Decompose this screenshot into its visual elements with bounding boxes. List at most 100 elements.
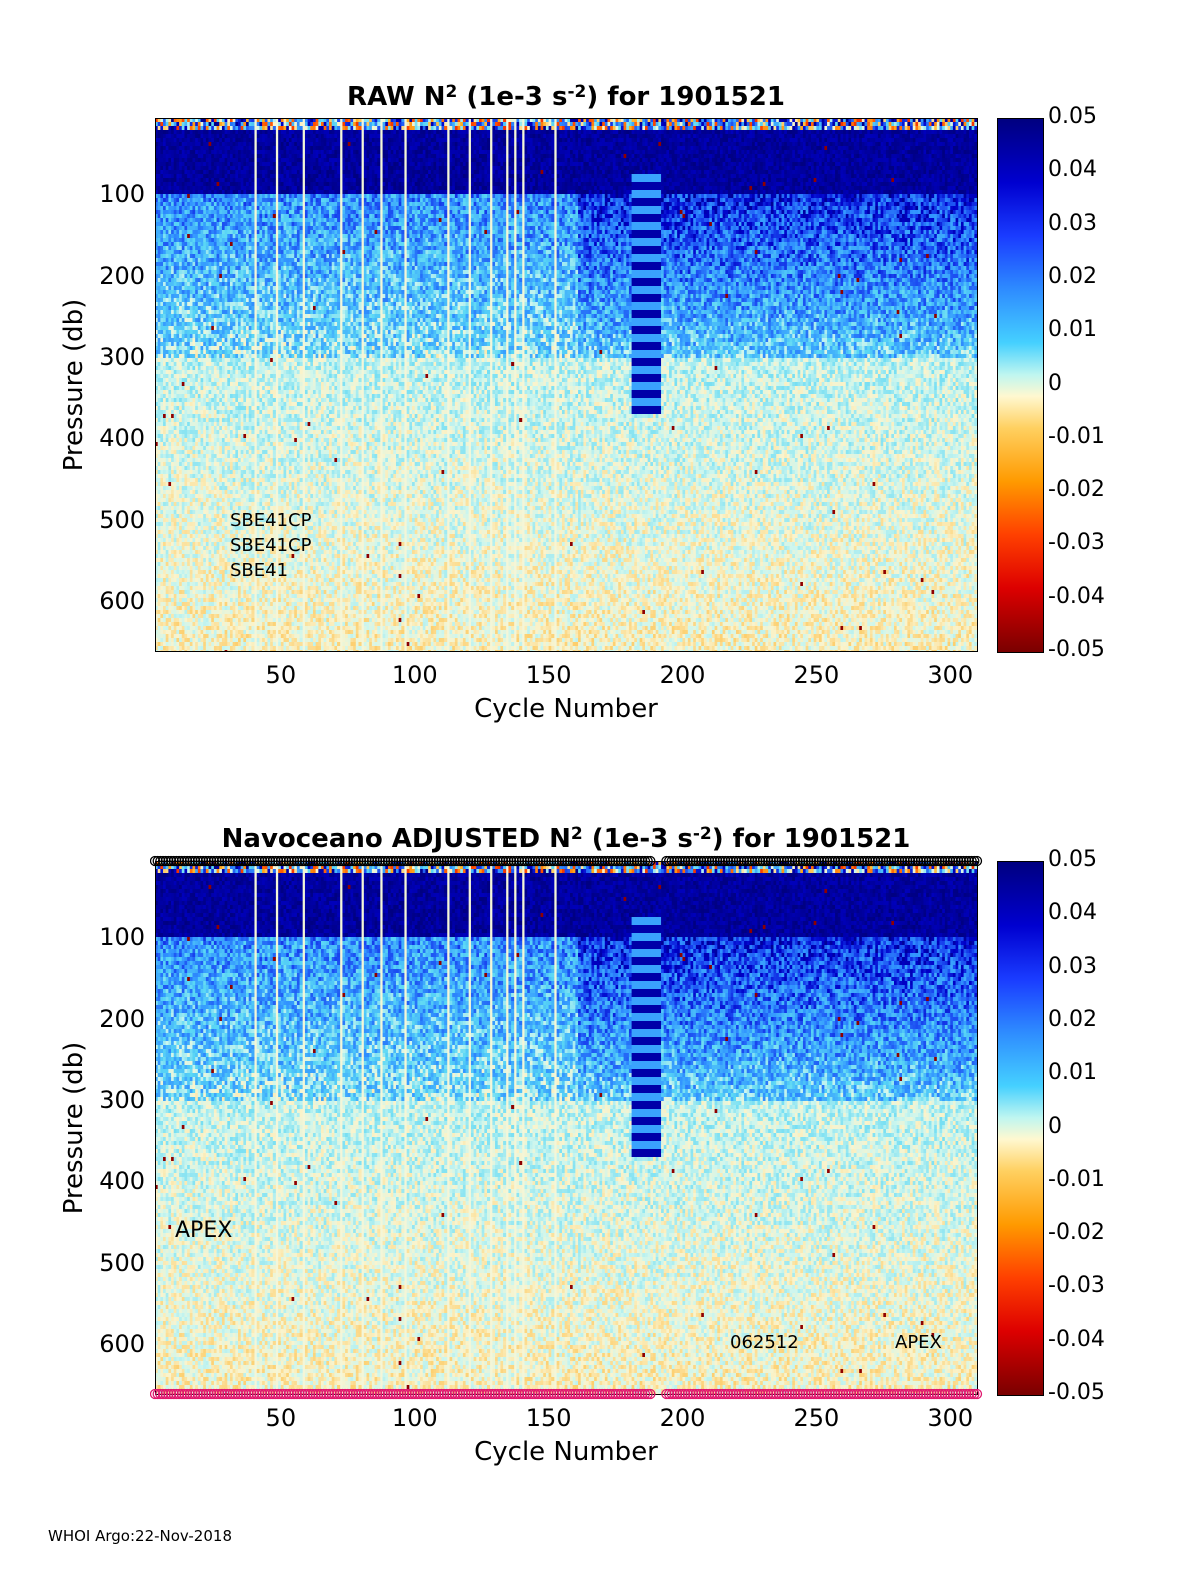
heatmap-column (308, 118, 311, 651)
heatmap-column (937, 118, 940, 651)
heatmap-column (910, 118, 913, 651)
heatmap-column (516, 118, 519, 651)
adjusted-profile-markers (150, 852, 1000, 1402)
heatmap-column (206, 118, 209, 651)
heatmap-column (897, 118, 900, 651)
heatmap-column (749, 118, 752, 651)
heatmap-column (650, 118, 653, 651)
heatmap-column (608, 118, 611, 651)
heatmap-column (824, 118, 827, 651)
raw-colorbar-tick-label: 0 (1048, 371, 1062, 396)
footer-credit: WHOI Argo:22-Nov-2018 (48, 1527, 232, 1545)
heatmap-column (739, 118, 742, 651)
heatmap-column (176, 118, 179, 651)
heatmap-column (969, 118, 972, 651)
heatmap-column (358, 118, 361, 651)
heatmap-column (741, 118, 744, 651)
heatmap-column (765, 118, 768, 651)
heatmap-column (648, 118, 651, 651)
heatmap-column (399, 118, 402, 651)
heatmap-column (854, 118, 857, 651)
raw-colorbar-tick-label: -0.02 (1048, 477, 1105, 502)
heatmap-column (830, 118, 833, 651)
heatmap-column (549, 118, 552, 651)
heatmap-column (942, 118, 945, 651)
heatmap-column (393, 118, 396, 651)
heatmap-column (211, 118, 214, 651)
heatmap-column (316, 118, 319, 651)
heatmap-column (725, 118, 728, 651)
heatmap-column (321, 118, 324, 651)
heatmap-column (581, 118, 584, 651)
heatmap-column (557, 118, 560, 651)
heatmap-column (674, 118, 677, 651)
raw-colorbar-tick-label: 0.02 (1048, 264, 1097, 289)
heatmap-column (707, 118, 710, 651)
heatmap-column (533, 118, 536, 651)
heatmap-column (964, 118, 967, 651)
adj-colorbar-tick-label: -0.01 (1048, 1167, 1105, 1192)
heatmap-column (843, 118, 846, 651)
heatmap-column (369, 118, 372, 651)
heatmap-column (209, 118, 212, 651)
heatmap-column (950, 118, 953, 651)
heatmap-column (214, 118, 217, 651)
heatmap-column (637, 118, 640, 651)
heatmap-column (613, 118, 616, 651)
heatmap-column (428, 118, 431, 651)
heatmap-column (733, 118, 736, 651)
heatmap-column (760, 118, 763, 651)
heatmap-column (819, 118, 822, 651)
heatmap-column (618, 118, 621, 651)
raw-x-tick-label: 150 (509, 661, 589, 689)
heatmap-column (867, 118, 870, 651)
heatmap-column (720, 118, 723, 651)
heatmap-column (685, 118, 688, 651)
adj-y-tick-label: 600 (85, 1330, 145, 1358)
adj-colorbar-tick-label: 0.03 (1048, 954, 1097, 979)
heatmap-column (811, 118, 814, 651)
adj-colorbar-tick-label: 0.05 (1048, 847, 1097, 872)
heatmap-column (474, 118, 477, 651)
adj-y-tick-label: 200 (85, 1005, 145, 1033)
heatmap-column (217, 118, 220, 651)
heatmap-column (605, 118, 608, 651)
heatmap-column (728, 118, 731, 651)
heatmap-column (913, 118, 916, 651)
heatmap-column (653, 118, 656, 651)
heatmap-column (530, 118, 533, 651)
adj-x-tick-label: 200 (642, 1404, 722, 1432)
heatmap-column (682, 118, 685, 651)
adj-colorbar-tick-label: -0.03 (1048, 1273, 1105, 1298)
heatmap-column (356, 118, 359, 651)
heatmap-column (187, 118, 190, 651)
heatmap-column (415, 118, 418, 651)
heatmap-column (634, 118, 637, 651)
heatmap-column (527, 118, 530, 651)
heatmap-column (458, 118, 461, 651)
heatmap-column (704, 118, 707, 651)
raw-x-tick-label: 250 (776, 661, 856, 689)
heatmap-column (806, 118, 809, 651)
heatmap-column (814, 118, 817, 651)
heatmap-column (958, 118, 961, 651)
heatmap-column (602, 118, 605, 651)
heatmap-column (337, 118, 340, 651)
heatmap-column (790, 118, 793, 651)
heatmap-column (832, 118, 835, 651)
raw-y-axis-label: Pressure (db) (59, 285, 89, 485)
raw-x-tick-label: 300 (910, 661, 990, 689)
heatmap-column (779, 118, 782, 651)
adj-colorbar-tick-label: 0.02 (1048, 1007, 1097, 1032)
heatmap-column (715, 118, 718, 651)
heatmap-column (431, 118, 434, 651)
heatmap-column (591, 118, 594, 651)
heatmap-column (931, 118, 934, 651)
heatmap-column (495, 118, 498, 651)
heatmap-column (795, 118, 798, 651)
heatmap-column (535, 118, 538, 651)
heatmap-column (972, 118, 975, 651)
heatmap-column (326, 118, 329, 651)
heatmap-column (168, 118, 171, 651)
heatmap-column (907, 118, 910, 651)
